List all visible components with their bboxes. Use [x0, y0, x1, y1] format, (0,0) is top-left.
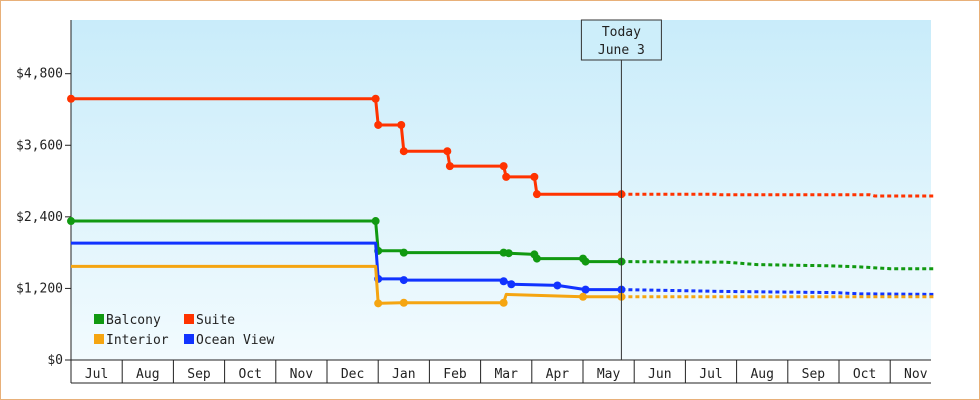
legend-label: Interior [106, 333, 169, 348]
x-tick-label: Nov [904, 367, 928, 382]
series-ocean-view-history-line [71, 241, 622, 292]
data-point [499, 298, 508, 307]
x-tick-label: Dec [341, 367, 364, 382]
data-point [399, 147, 408, 156]
series-ocean-view [71, 241, 934, 296]
legend-label: Balcony [106, 313, 161, 328]
y-axis: $0 $1,200 $2,400 $3,600 $4,800 [16, 20, 72, 368]
y-tick-label: $1,200 [16, 281, 63, 296]
today-callout-box [580, 19, 662, 61]
data-point [502, 172, 511, 181]
x-tick-label: May [597, 367, 621, 382]
data-point [499, 277, 508, 286]
data-point [581, 257, 590, 266]
x-tick-label: Oct [853, 367, 876, 382]
data-point [499, 162, 508, 171]
data-point [399, 298, 408, 307]
data-point [397, 120, 406, 129]
series-balcony-forecast-line [621, 260, 934, 271]
legend-swatch [184, 314, 194, 324]
plot-area [71, 20, 931, 360]
legend-label: Suite [196, 313, 235, 328]
series-lines [67, 94, 934, 308]
y-tick-label: $3,600 [16, 138, 63, 153]
y-tick-label: $4,800 [16, 67, 63, 82]
data-point [374, 120, 383, 129]
series-interior [71, 264, 934, 308]
data-point [504, 249, 513, 258]
x-tick-label: Oct [238, 367, 261, 382]
data-point [399, 276, 408, 285]
x-tick-label: Aug [136, 367, 159, 382]
data-point [399, 248, 408, 257]
today-marker: Today June 3 [580, 19, 662, 360]
data-point [371, 217, 380, 226]
x-tick-label: Feb [443, 367, 467, 382]
x-tick-label: Apr [546, 367, 570, 382]
data-point [553, 281, 562, 290]
legend-item-ocean-view: Ocean View [184, 333, 274, 348]
legend-item-balcony: Balcony [94, 313, 161, 328]
legend-item-interior: Interior [94, 333, 169, 348]
x-tick-label: Aug [750, 367, 773, 382]
legend-swatch [94, 334, 104, 344]
x-tick-label: Jan [392, 367, 415, 382]
data-point [507, 280, 516, 289]
x-tick-label: Jun [648, 367, 671, 382]
legend-label: Ocean View [196, 333, 274, 348]
x-axis: Jul Aug Sep Oct Nov Dec Jan Feb Mar Apr May Jun Jul A… [70, 359, 931, 384]
x-tick-label: Jul [85, 367, 108, 382]
data-point [67, 94, 75, 103]
series-suite-forecast-line [621, 192, 934, 198]
x-tick-label: Sep [187, 367, 211, 382]
x-tick-label: Jul [699, 367, 722, 382]
data-point [530, 172, 539, 181]
today-label: Today [602, 25, 641, 40]
legend: Balcony Suite Interior Ocean View [94, 313, 274, 348]
data-point [581, 285, 590, 294]
series-suite [67, 94, 934, 199]
data-point [532, 254, 541, 263]
x-tick-label: Mar [494, 367, 518, 382]
data-point [374, 299, 383, 308]
data-point [445, 162, 454, 171]
data-point [443, 147, 452, 156]
legend-item-suite: Suite [184, 313, 235, 328]
data-point [532, 190, 541, 199]
y-tick-label: $2,400 [16, 210, 63, 225]
legend-swatch [184, 334, 194, 344]
legend-swatch [94, 314, 104, 324]
data-point [371, 94, 380, 103]
x-tick-label: Nov [290, 367, 314, 382]
data-point [579, 292, 587, 301]
x-tick-label: Sep [802, 367, 826, 382]
series-ocean-view-forecast-line [621, 288, 934, 296]
data-point [67, 217, 75, 226]
y-tick-label: $0 [47, 353, 63, 368]
today-date-label: June 3 [598, 43, 645, 58]
